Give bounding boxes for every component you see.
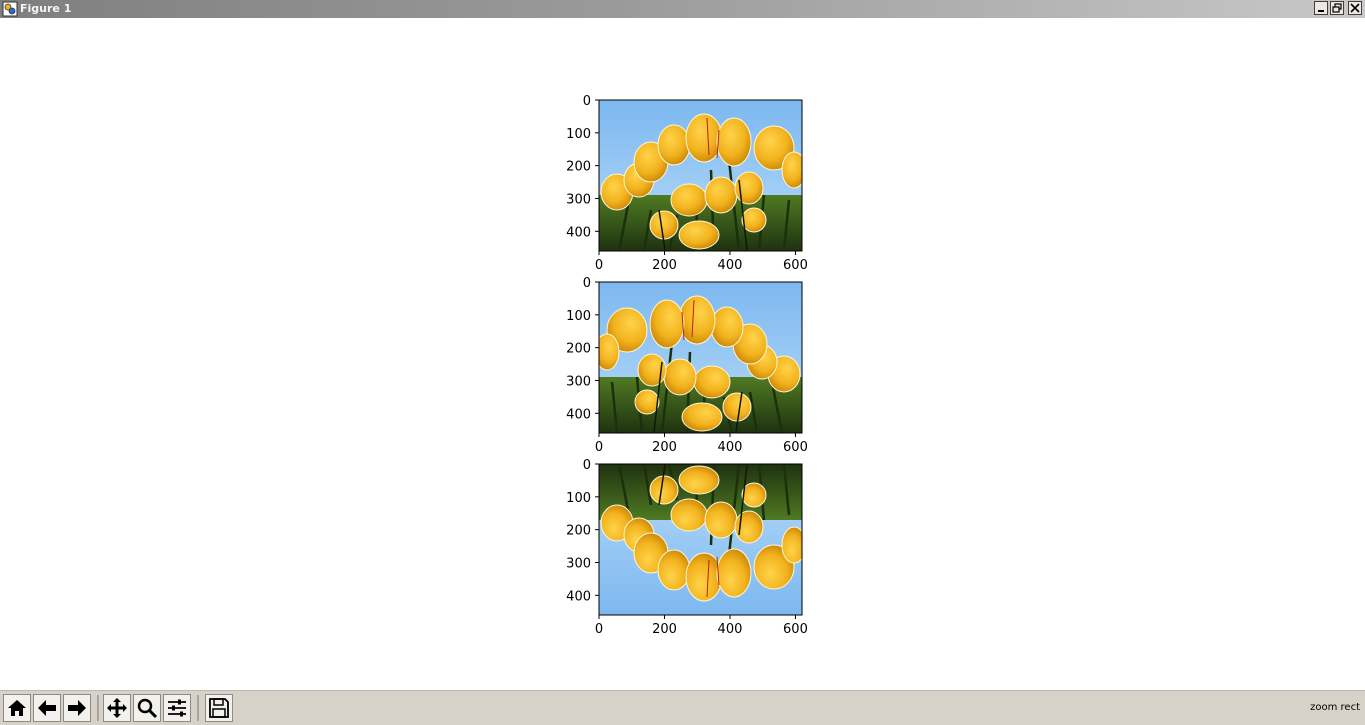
axes-frame [598,99,803,252]
window-title-bar[interactable]: Figure 1 [0,0,1365,18]
figure-canvas[interactable]: 0 200 400 600 0 100 200 300 400 0 200 400 600 0 100 200… [0,18,1365,690]
back-button[interactable] [33,694,61,722]
axes-frame [598,463,803,616]
x-tick-label: 600 [783,258,808,273]
back-arrow-icon [38,700,56,716]
zoom-button[interactable] [133,694,161,722]
subplot-2[interactable]: 0 200 400 600 0 100 200 300 400 [566,276,808,455]
y-tick-label: 400 [566,407,591,422]
restore-icon [1332,3,1342,13]
zoom-magnifier-icon [137,698,158,719]
y-tick-label: 300 [566,374,591,389]
navigation-toolbar: zoom rect [0,690,1365,725]
y-tick-label: 200 [566,160,591,175]
configure-subplots-button[interactable] [163,694,191,722]
forward-button[interactable] [63,694,91,722]
status-message: zoom rect [1310,702,1360,713]
x-tick-label: 200 [652,622,677,637]
save-button[interactable] [205,694,233,722]
y-tick-label: 200 [566,524,591,539]
y-tick-label: 0 [583,276,591,291]
home-icon [8,700,26,716]
y-tick-label: 400 [566,589,591,604]
x-tick-label: 0 [595,622,603,637]
subplot-3[interactable]: 0 200 400 600 0 100 200 300 400 [566,458,808,637]
home-button[interactable] [3,694,31,722]
subplot-1[interactable]: 0 200 400 600 0 100 200 300 400 [566,94,808,273]
x-tick-label: 200 [652,440,677,455]
toolbar-separator [97,695,99,721]
subplots-config-icon [168,699,186,717]
axes-frame [598,281,803,434]
y-tick-label: 100 [566,127,591,142]
tulips-image-mirrored-horizontal [599,282,802,433]
close-button[interactable] [1348,1,1362,15]
y-tick-label: 100 [566,491,591,506]
figure-plot-area[interactable]: 0 200 400 600 0 100 200 300 400 0 200 400 600 0 100 200… [0,18,1365,690]
minimize-button[interactable] [1314,1,1328,15]
x-tick-label: 200 [652,258,677,273]
save-floppy-icon [209,698,229,718]
close-icon [1350,3,1360,13]
toolbar-separator [197,695,199,721]
pan-button[interactable] [103,694,131,722]
window-title: Figure 1 [20,2,72,15]
y-tick-label: 0 [583,94,591,109]
y-tick-label: 300 [566,556,591,571]
x-tick-label: 0 [595,258,603,273]
forward-arrow-icon [68,700,86,716]
tulips-image-original [599,100,802,251]
x-tick-label: 0 [595,440,603,455]
minimize-icon [1318,10,1324,12]
figure-window-icon [2,1,18,17]
x-tick-label: 400 [718,622,743,637]
pan-move-icon [107,698,127,718]
y-tick-label: 400 [566,225,591,240]
x-tick-label: 600 [783,622,808,637]
y-tick-label: 200 [566,342,591,357]
x-tick-label: 400 [718,440,743,455]
tulips-image-flipped-vertical [599,464,802,615]
restore-button[interactable] [1330,1,1344,15]
x-tick-label: 600 [783,440,808,455]
y-tick-label: 100 [566,309,591,324]
y-tick-label: 0 [583,458,591,473]
x-tick-label: 400 [718,258,743,273]
y-tick-label: 300 [566,192,591,207]
